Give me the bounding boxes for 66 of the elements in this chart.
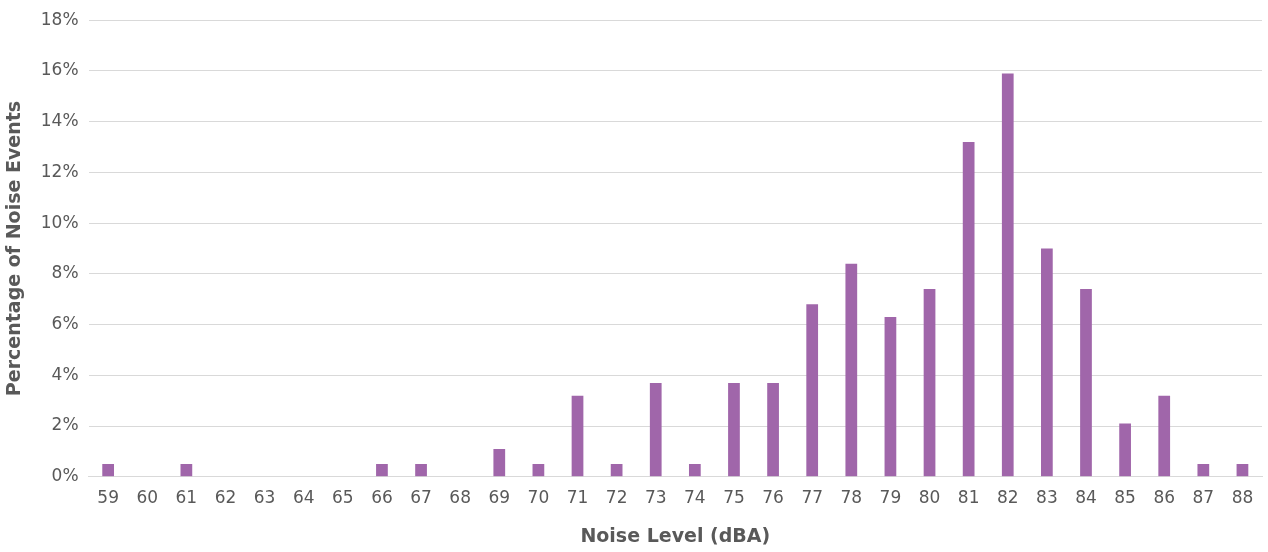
bar	[923, 289, 936, 477]
x-tick-label: 74	[684, 487, 706, 508]
x-tick-label: 87	[1192, 487, 1215, 508]
bar	[180, 464, 193, 477]
y-tick-label: 10%	[40, 211, 79, 232]
bar	[493, 448, 506, 477]
x-tick-label: 72	[605, 487, 628, 508]
x-tick-label: 78	[840, 487, 863, 508]
y-tick-label: 14%	[40, 110, 79, 131]
x-tick-label: 73	[644, 487, 667, 508]
bar	[1080, 289, 1092, 477]
bar	[1001, 73, 1014, 477]
x-tick-label: 60	[136, 487, 159, 508]
y-tick-label: 6%	[51, 313, 79, 334]
bar	[1197, 464, 1210, 477]
bar	[884, 316, 897, 477]
x-tick-label: 83	[1036, 487, 1058, 508]
bar	[532, 464, 545, 477]
x-tick-label: 67	[410, 487, 432, 508]
bar	[728, 382, 740, 477]
y-tick-label: 4%	[51, 363, 79, 384]
bar	[962, 141, 975, 477]
bar	[1236, 464, 1249, 477]
x-tick-label: 88	[1231, 487, 1254, 508]
bar	[571, 395, 584, 477]
bar	[1041, 248, 1053, 477]
x-tick-label: 76	[762, 487, 784, 508]
x-tick-label: 85	[1114, 487, 1136, 508]
y-axis-title: Percentage of Noise Events	[2, 100, 25, 397]
bar	[845, 263, 858, 477]
x-tick-label: 64	[292, 487, 315, 508]
y-tick-label: 18%	[40, 8, 79, 29]
bar	[376, 464, 388, 477]
x-tick-label: 66	[371, 487, 393, 508]
y-tick-label: 0%	[51, 465, 79, 486]
x-tick-label: 61	[175, 487, 198, 508]
x-tick-label: 79	[879, 487, 902, 508]
x-tick-label: 82	[996, 487, 1019, 508]
bar	[688, 464, 701, 477]
bar	[1119, 423, 1131, 477]
bar	[806, 304, 819, 477]
x-tick-label: 70	[527, 487, 550, 508]
x-tick-label: 68	[449, 487, 471, 508]
bar	[767, 382, 779, 477]
x-tick-label: 71	[566, 487, 589, 508]
x-tick-label: 84	[1075, 487, 1097, 508]
x-tick-label: 81	[957, 487, 980, 508]
x-tick-label: 77	[801, 487, 824, 508]
x-tick-label: 75	[723, 487, 745, 508]
x-axis-title: Noise Level (dBA)	[580, 523, 771, 546]
x-tick-label: 69	[488, 487, 511, 508]
x-tick-label: 86	[1153, 487, 1176, 508]
bar	[1158, 395, 1171, 477]
y-tick-label: 12%	[40, 160, 79, 181]
x-tick-label: 63	[253, 487, 276, 508]
bar	[610, 464, 623, 477]
y-tick-label: 2%	[51, 414, 79, 435]
x-tick-label: 65	[332, 487, 354, 508]
x-tick-label: 59	[97, 487, 119, 508]
x-tick-label: 80	[918, 487, 941, 508]
bar	[649, 382, 662, 477]
y-tick-label: 8%	[51, 262, 79, 283]
x-tick-label: 62	[214, 487, 237, 508]
y-tick-label: 16%	[40, 59, 79, 80]
bar	[102, 464, 115, 477]
bar	[415, 464, 427, 477]
